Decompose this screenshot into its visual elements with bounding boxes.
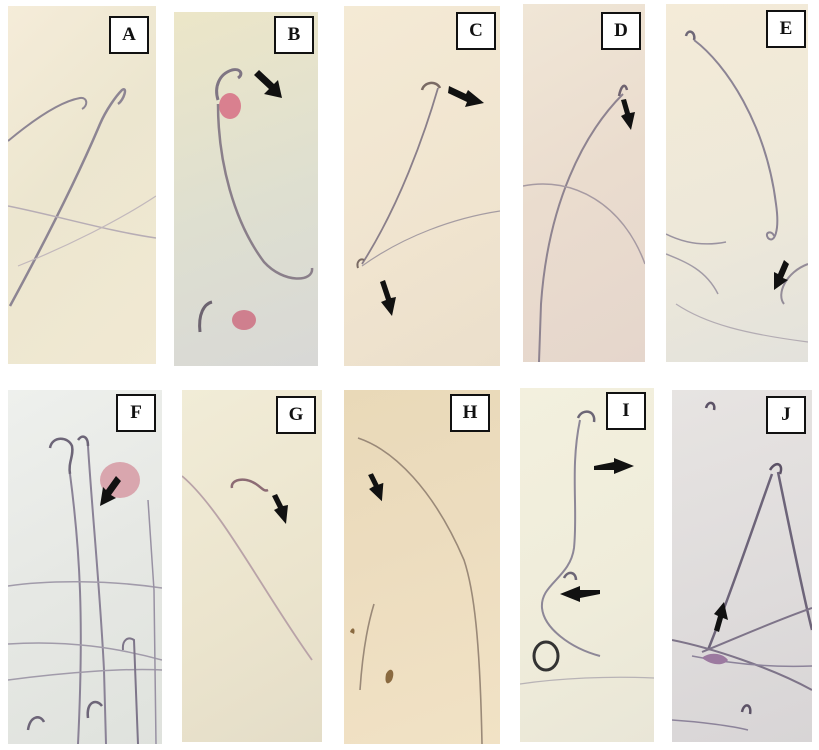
panel-e-micrograph — [666, 30, 808, 343]
panel-b-micrograph — [198, 68, 314, 333]
arrow-icon — [448, 86, 484, 107]
arrow-icon — [272, 494, 288, 524]
panel-h: H — [344, 390, 500, 744]
panel-f-micrograph — [8, 435, 162, 744]
panel-label: C — [456, 12, 496, 50]
panel-j-micrograph — [672, 401, 812, 731]
panel-label: I — [606, 392, 646, 430]
arrow-icon — [621, 99, 635, 130]
panel-label: H — [450, 394, 490, 432]
arrow-icon — [254, 70, 282, 98]
arrow-icon — [100, 476, 121, 506]
panel-a: A — [8, 6, 156, 364]
panel-e: E — [666, 4, 808, 362]
panel-label: B — [274, 16, 314, 54]
arrow-icon — [774, 260, 789, 290]
panel-d-micrograph — [523, 84, 645, 362]
panel-label: J — [766, 396, 806, 434]
panel-f: F — [8, 390, 162, 744]
panel-b: B — [174, 12, 318, 366]
arrow-icon — [594, 458, 634, 474]
panel-c: C — [344, 6, 500, 366]
panel-j: J — [672, 390, 812, 742]
panel-d: D — [523, 4, 645, 362]
panel-label: E — [766, 10, 806, 48]
panel-i: I — [520, 388, 654, 742]
arrow-icon — [368, 473, 384, 502]
arrow-icon — [380, 280, 396, 316]
panel-h-micrograph — [350, 437, 483, 744]
panel-label: G — [276, 396, 316, 434]
panel-label: D — [601, 12, 641, 50]
panel-i-micrograph — [520, 410, 654, 685]
panel-label: F — [116, 394, 156, 432]
arrow-icon — [560, 586, 600, 602]
panel-c-micrograph — [356, 81, 500, 316]
panel-g-micrograph — [182, 475, 313, 661]
panel-g: G — [182, 390, 322, 742]
panel-label: A — [109, 16, 149, 54]
panel-a-micrograph — [8, 88, 156, 307]
arrow-icon — [714, 602, 728, 632]
